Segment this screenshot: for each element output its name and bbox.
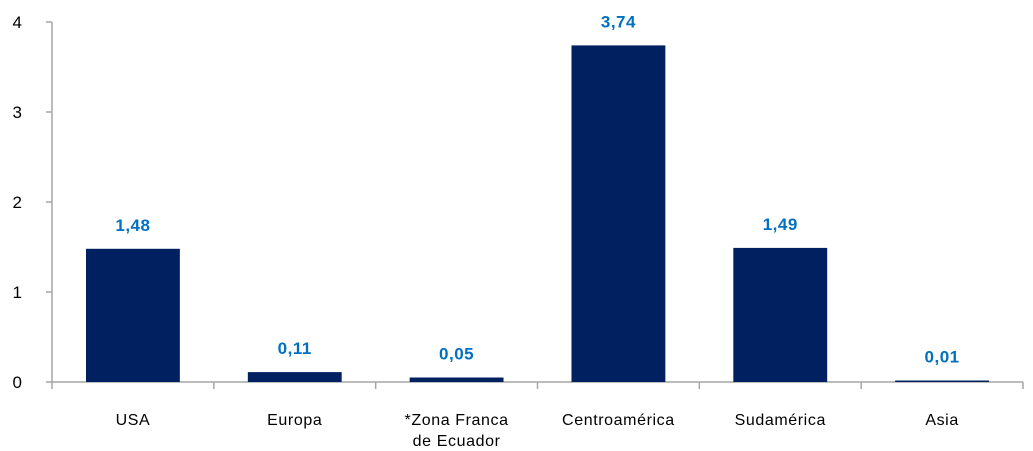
- x-axis: USA Europa *Zona Franca de Ecuador Centroamé…: [51, 381, 1024, 450]
- y-tick-label: 4: [13, 13, 22, 32]
- y-tick-label: 0: [13, 373, 22, 392]
- data-label: 0,05: [439, 345, 474, 364]
- x-tick-label: Asia: [925, 412, 959, 429]
- x-tick-label: Sudamérica: [735, 412, 826, 429]
- x-tick-label: Europa: [267, 412, 322, 429]
- data-labels: 1,48 0,11 0,05 3,74 1,49 0,01: [115, 12, 959, 366]
- y-tick-label: 2: [13, 193, 22, 212]
- bars: [85, 45, 990, 383]
- data-label: 0,01: [925, 348, 960, 367]
- data-label: 1,49: [763, 215, 798, 234]
- data-label: 0,11: [278, 339, 312, 358]
- bar: [409, 377, 504, 382]
- data-label: 3,74: [601, 12, 636, 31]
- bar: [895, 380, 990, 382]
- y-tick-label: 3: [13, 103, 22, 122]
- bar: [85, 248, 180, 382]
- bar: [247, 372, 342, 382]
- x-tick-label: USA: [116, 412, 151, 429]
- data-label: 1,48: [115, 216, 150, 235]
- bar: [733, 247, 828, 382]
- bar: [571, 45, 666, 383]
- x-tick-label: de Ecuador: [413, 433, 501, 450]
- x-tick-label: *Zona Franca: [405, 412, 509, 429]
- y-axis: 0 1 2 3 4: [13, 13, 53, 392]
- y-tick-label: 1: [13, 283, 22, 302]
- x-tick-label: Centroamérica: [562, 412, 675, 429]
